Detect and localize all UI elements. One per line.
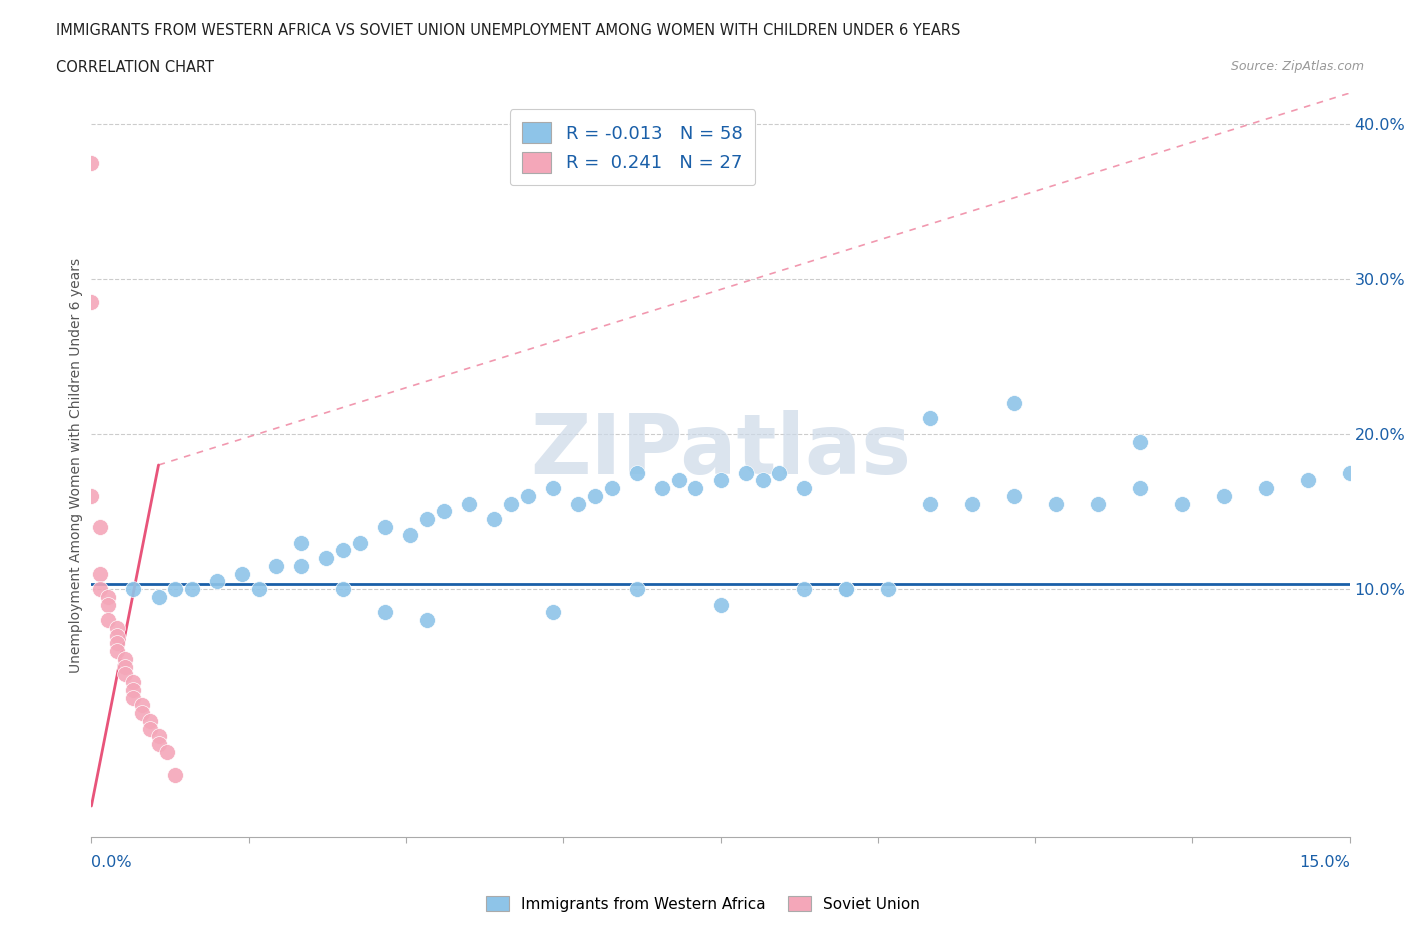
Point [122, 581, 145, 596]
Text: 15.0%: 15.0% [1299, 855, 1350, 870]
Point [89, 566, 111, 581]
Point [416, 613, 439, 628]
Text: Source: ZipAtlas.com: Source: ZipAtlas.com [1230, 60, 1364, 73]
Point [709, 597, 731, 612]
Point [290, 535, 312, 550]
Point [793, 581, 815, 596]
Point [105, 644, 128, 658]
Point [835, 581, 858, 596]
Point [122, 683, 145, 698]
Point [80, 295, 103, 310]
Point [499, 497, 522, 512]
Point [962, 497, 984, 512]
Legend: R = -0.013   N = 58, R =  0.241   N = 27: R = -0.013 N = 58, R = 0.241 N = 27 [510, 110, 755, 185]
Point [709, 473, 731, 488]
Point [567, 497, 589, 512]
Point [332, 581, 354, 596]
Point [139, 721, 162, 736]
Point [148, 590, 170, 604]
Point [264, 558, 287, 573]
Point [131, 706, 153, 721]
Y-axis label: Unemployment Among Women with Children Under 6 years: Unemployment Among Women with Children U… [69, 258, 83, 672]
Point [105, 628, 128, 643]
Point [290, 558, 312, 573]
Point [231, 566, 253, 581]
Point [139, 713, 162, 728]
Text: IMMIGRANTS FROM WESTERN AFRICA VS SOVIET UNION UNEMPLOYMENT AMONG WOMEN WITH CHI: IMMIGRANTS FROM WESTERN AFRICA VS SOVIET… [56, 23, 960, 38]
Text: CORRELATION CHART: CORRELATION CHART [56, 60, 214, 75]
Point [181, 581, 204, 596]
Point [626, 465, 648, 480]
Point [877, 581, 900, 596]
Point [457, 497, 479, 512]
Point [114, 651, 136, 666]
Point [97, 613, 120, 628]
Point [768, 465, 790, 480]
Point [482, 512, 505, 526]
Point [148, 729, 170, 744]
Point [114, 667, 136, 682]
Point [89, 581, 111, 596]
Point [920, 497, 942, 512]
Point [80, 155, 103, 170]
Point [205, 574, 228, 589]
Point [541, 604, 564, 619]
Point [122, 674, 145, 689]
Point [835, 581, 858, 596]
Point [1171, 497, 1194, 512]
Point [97, 597, 120, 612]
Point [399, 527, 422, 542]
Point [1045, 497, 1067, 512]
Point [1339, 465, 1361, 480]
Point [433, 504, 456, 519]
Point [920, 411, 942, 426]
Point [751, 473, 773, 488]
Point [626, 581, 648, 596]
Point [332, 543, 354, 558]
Point [131, 698, 153, 712]
Text: 0.0%: 0.0% [91, 855, 132, 870]
Point [685, 481, 707, 496]
Point [374, 520, 396, 535]
Point [668, 473, 690, 488]
Point [600, 481, 623, 496]
Point [583, 488, 606, 503]
Point [516, 488, 538, 503]
Point [89, 520, 111, 535]
Point [105, 620, 128, 635]
Point [122, 690, 145, 705]
Point [1087, 497, 1109, 512]
Point [165, 581, 187, 596]
Point [315, 551, 337, 565]
Point [1129, 481, 1152, 496]
Point [349, 535, 371, 550]
Point [541, 481, 564, 496]
Point [734, 465, 756, 480]
Point [1002, 395, 1025, 410]
Text: ZIPatlas: ZIPatlas [530, 409, 911, 491]
Point [165, 767, 187, 782]
Point [97, 590, 120, 604]
Point [80, 488, 103, 503]
Point [114, 659, 136, 674]
Point [1254, 481, 1277, 496]
Point [793, 481, 815, 496]
Legend: Immigrants from Western Africa, Soviet Union: Immigrants from Western Africa, Soviet U… [479, 889, 927, 918]
Point [1129, 434, 1152, 449]
Point [247, 581, 270, 596]
Point [416, 512, 439, 526]
Point [1002, 488, 1025, 503]
Point [1296, 473, 1319, 488]
Point [374, 604, 396, 619]
Point [1213, 488, 1236, 503]
Point [651, 481, 673, 496]
Point [156, 744, 179, 759]
Point [105, 636, 128, 651]
Point [148, 737, 170, 751]
